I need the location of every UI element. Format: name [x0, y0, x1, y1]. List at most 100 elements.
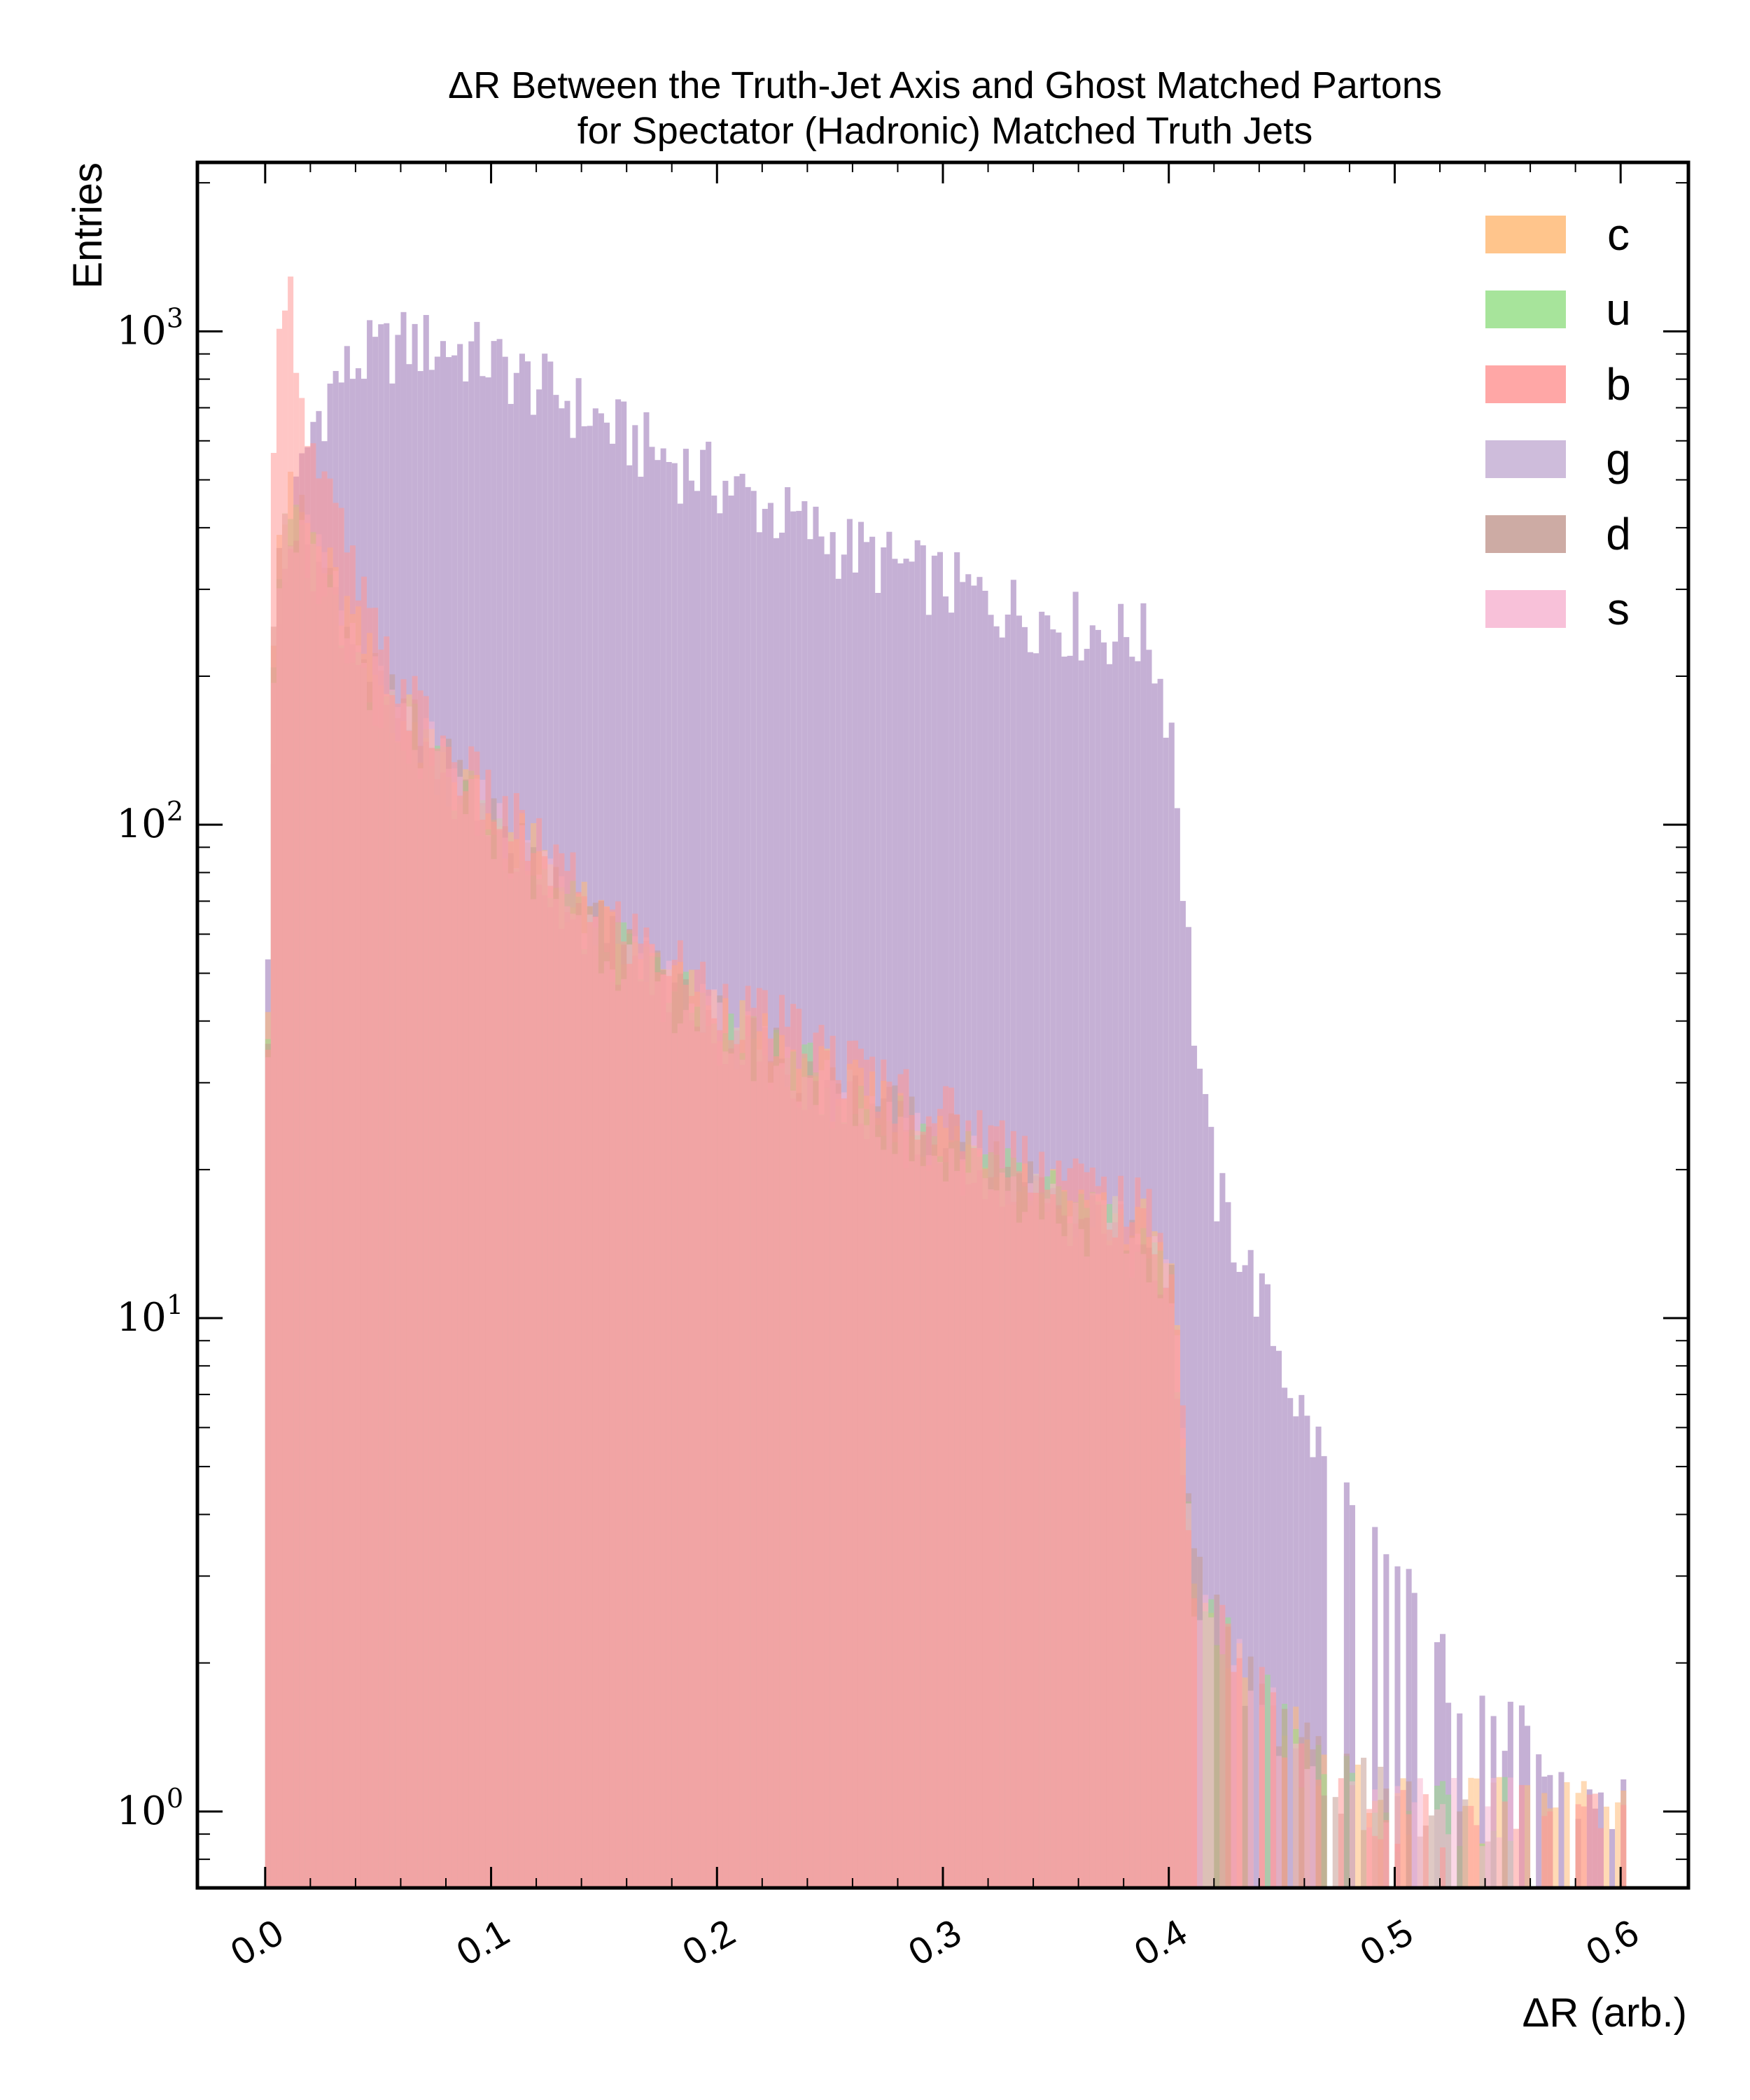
bar-b	[316, 478, 322, 1889]
bar-b	[626, 963, 633, 1888]
bar-g	[1479, 1695, 1485, 1888]
bar-b	[299, 398, 305, 1888]
bar-b	[310, 443, 316, 1889]
bar-g	[1197, 1068, 1203, 1888]
bar-s	[1479, 1846, 1485, 1888]
legend-swatch-c	[1485, 216, 1566, 253]
bar-b	[1592, 1793, 1598, 1888]
bar-b	[1225, 1623, 1231, 1888]
bar-b	[355, 600, 361, 1888]
bar-s	[1304, 1769, 1310, 1888]
bar-b	[434, 748, 440, 1888]
bar-b	[909, 1114, 915, 1888]
bar-g	[1282, 1387, 1288, 1888]
bar-b	[282, 310, 288, 1889]
bar-b	[988, 1125, 994, 1888]
bar-s	[1310, 1766, 1316, 1888]
bar-b	[338, 507, 344, 1888]
bar-s	[1203, 1595, 1209, 1888]
x-tick-label: 0.4	[1128, 1911, 1194, 1974]
bar-b	[660, 974, 666, 1888]
bar-b	[1338, 1778, 1344, 1888]
bar-s	[1451, 1777, 1457, 1888]
bar-b	[1270, 1692, 1277, 1888]
bar-s	[1446, 1834, 1452, 1888]
chart-title-line2: for Spectator (Hadronic) Matched Truth J…	[578, 110, 1312, 152]
bar-b	[507, 841, 514, 1888]
bar-b	[1124, 1226, 1130, 1888]
bar-b	[654, 972, 661, 1888]
bar-d	[1428, 1815, 1434, 1888]
bar-b	[321, 471, 328, 1889]
bar-b	[1174, 1329, 1180, 1888]
bar-b	[1084, 1172, 1090, 1888]
bar-b	[818, 1025, 825, 1888]
bar-s	[1247, 1690, 1254, 1888]
legend-swatch-g	[1485, 440, 1566, 478]
bar-b	[886, 1082, 892, 1888]
bar-d	[1457, 1811, 1463, 1888]
bar-b	[1050, 1194, 1056, 1888]
bar-b	[976, 1110, 983, 1888]
bar-u	[1264, 1674, 1270, 1888]
bar-b	[1597, 1828, 1604, 1888]
bar-b	[446, 746, 452, 1888]
bar-g	[1225, 1202, 1231, 1888]
bar-g	[1293, 1416, 1299, 1888]
bar-g	[1315, 1427, 1322, 1888]
bar-b	[869, 1056, 876, 1888]
bar-c	[1496, 1777, 1502, 1888]
bar-b	[1575, 1804, 1581, 1888]
bar-s	[1411, 1802, 1418, 1888]
bar-g	[1321, 1456, 1327, 1888]
x-tick-label: 0.0	[224, 1911, 290, 1974]
legend-label-s: s	[1607, 584, 1630, 634]
bar-g	[1411, 1592, 1418, 1888]
bar-b	[965, 1120, 972, 1888]
bar-b	[700, 961, 706, 1888]
bar-b	[1163, 1287, 1169, 1888]
bar-b	[875, 1112, 881, 1888]
x-axis-label: ΔR (arb.)	[1522, 1990, 1687, 2036]
bar-b	[706, 989, 712, 1888]
bar-g	[1394, 1566, 1401, 1888]
bar-b	[785, 1026, 791, 1888]
bar-b	[903, 1069, 909, 1888]
bar-g	[1310, 1457, 1316, 1888]
bar-b	[581, 896, 587, 1888]
bar-b	[943, 1086, 949, 1888]
bar-g	[1349, 1505, 1355, 1888]
bar-b	[1468, 1805, 1474, 1888]
bar-b	[960, 1151, 966, 1888]
bar-b	[547, 886, 554, 1888]
bar-b	[694, 969, 701, 1888]
bar-b	[1383, 1820, 1390, 1888]
bar-b	[881, 1059, 887, 1888]
bar-b	[711, 1018, 718, 1888]
bar-b	[384, 636, 390, 1889]
bar-b	[632, 913, 638, 1888]
bar-b	[1298, 1743, 1305, 1888]
bar-b	[1135, 1177, 1141, 1888]
bar-s	[1496, 1837, 1502, 1888]
bar-b	[332, 503, 339, 1888]
bar-b	[1518, 1785, 1525, 1888]
y-axis-label: Entries	[65, 162, 111, 289]
legend-swatch-u	[1485, 290, 1566, 328]
bar-b	[948, 1087, 955, 1888]
x-tick-label: 0.2	[676, 1911, 742, 1974]
bar-b	[575, 892, 582, 1888]
bar-b	[378, 650, 384, 1888]
bar-b	[564, 871, 570, 1888]
bar-b	[327, 478, 333, 1888]
bar-b	[1016, 1171, 1022, 1888]
bar-s	[1293, 1743, 1299, 1888]
bar-b	[587, 922, 593, 1888]
bar-b	[519, 810, 525, 1888]
bar-d	[1343, 1754, 1350, 1888]
legend-swatch-s	[1485, 590, 1566, 628]
bar-b	[773, 1056, 780, 1888]
bar-d	[1214, 1595, 1220, 1888]
bar-b	[349, 545, 356, 1888]
